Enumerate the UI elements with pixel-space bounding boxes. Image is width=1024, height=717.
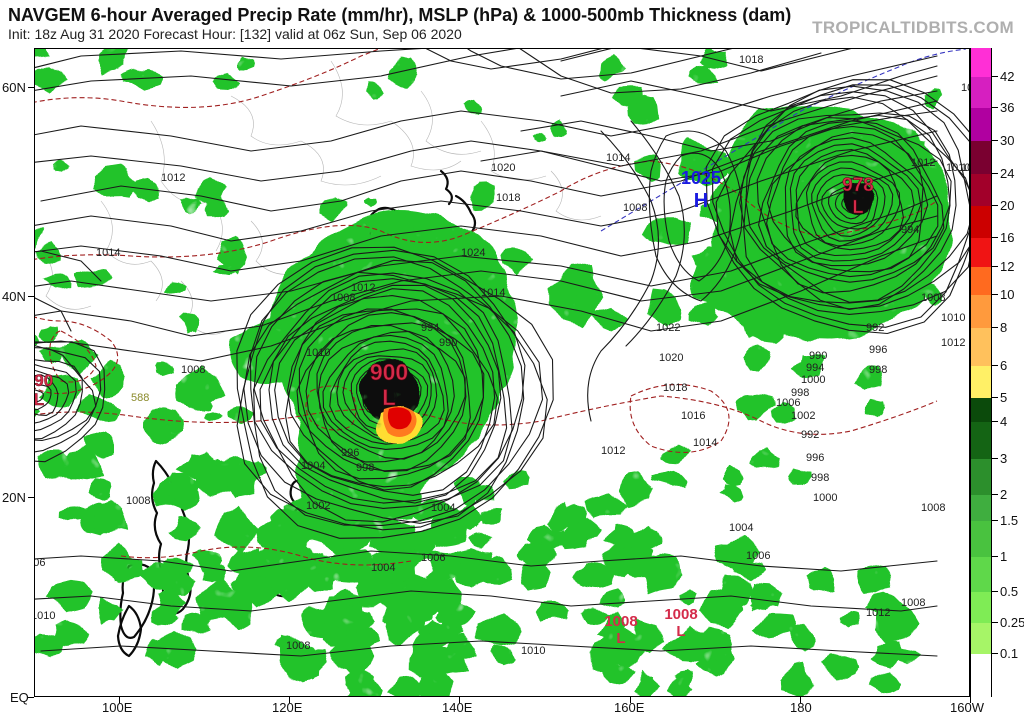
svg-text:L: L — [616, 630, 625, 647]
svg-text:1012: 1012 — [866, 607, 890, 619]
svg-text:996: 996 — [869, 344, 887, 356]
svg-text:1002: 1002 — [791, 410, 815, 422]
svg-text:1000: 1000 — [813, 492, 837, 504]
svg-text:1008: 1008 — [901, 597, 925, 609]
svg-text:1008: 1008 — [604, 613, 637, 630]
svg-text:1012: 1012 — [161, 172, 185, 184]
svg-text:1018: 1018 — [496, 192, 520, 204]
svg-text:998: 998 — [356, 462, 374, 474]
svg-text:1006: 1006 — [961, 162, 970, 174]
svg-text:1006: 1006 — [35, 557, 45, 569]
svg-text:1008: 1008 — [286, 640, 310, 652]
svg-text:990: 990 — [35, 371, 53, 390]
svg-text:1008: 1008 — [921, 502, 945, 514]
svg-text:1008: 1008 — [331, 292, 355, 304]
svg-text:1004: 1004 — [729, 522, 753, 534]
svg-text:1010: 1010 — [306, 347, 330, 359]
svg-text:996: 996 — [341, 447, 359, 459]
svg-text:1008: 1008 — [126, 495, 150, 507]
svg-text:998: 998 — [811, 472, 829, 484]
svg-text:998: 998 — [869, 364, 887, 376]
svg-text:1006: 1006 — [746, 550, 770, 562]
svg-text:978: 978 — [842, 175, 874, 196]
svg-text:1012: 1012 — [911, 157, 935, 169]
svg-text:994: 994 — [901, 224, 919, 236]
svg-text:L: L — [35, 390, 44, 409]
svg-text:1014: 1014 — [96, 247, 120, 259]
svg-text:L: L — [382, 385, 395, 410]
svg-text:1012: 1012 — [601, 445, 625, 457]
svg-text:1014: 1014 — [481, 287, 505, 299]
svg-text:1010: 1010 — [35, 610, 55, 622]
svg-text:1014: 1014 — [693, 437, 717, 449]
svg-text:1024: 1024 — [461, 247, 485, 259]
svg-text:1018: 1018 — [663, 382, 687, 394]
svg-text:992: 992 — [801, 429, 819, 441]
svg-text:1018: 1018 — [739, 54, 763, 66]
svg-text:1008: 1008 — [623, 202, 647, 214]
svg-text:992: 992 — [866, 322, 884, 334]
svg-text:1012: 1012 — [941, 337, 965, 349]
svg-text:1010: 1010 — [521, 645, 545, 657]
svg-text:1022: 1022 — [961, 82, 970, 94]
svg-text:L: L — [676, 623, 685, 640]
svg-text:588: 588 — [131, 392, 149, 404]
svg-text:900: 900 — [370, 359, 408, 385]
svg-text:1016: 1016 — [681, 410, 705, 422]
svg-text:1020: 1020 — [659, 352, 683, 364]
svg-text:1004: 1004 — [371, 562, 395, 574]
svg-text:1008: 1008 — [921, 292, 945, 304]
svg-text:H: H — [694, 190, 708, 212]
svg-text:998: 998 — [791, 387, 809, 399]
svg-text:990: 990 — [439, 337, 457, 349]
svg-text:1000: 1000 — [801, 374, 825, 386]
svg-text:1025: 1025 — [681, 168, 721, 188]
svg-text:1006: 1006 — [421, 552, 445, 564]
svg-text:994: 994 — [421, 322, 439, 334]
svg-text:L: L — [853, 197, 864, 217]
svg-text:1008: 1008 — [664, 606, 697, 623]
svg-text:1022: 1022 — [656, 322, 680, 334]
svg-text:1004: 1004 — [431, 502, 455, 514]
svg-text:990: 990 — [809, 350, 827, 362]
svg-text:994: 994 — [806, 362, 824, 374]
svg-text:1002: 1002 — [306, 500, 330, 512]
svg-text:1010: 1010 — [941, 312, 965, 324]
svg-text:1014: 1014 — [606, 152, 630, 164]
svg-text:1020: 1020 — [491, 162, 515, 174]
svg-text:1008: 1008 — [181, 364, 205, 376]
svg-text:1004: 1004 — [301, 460, 325, 472]
svg-text:996: 996 — [806, 452, 824, 464]
